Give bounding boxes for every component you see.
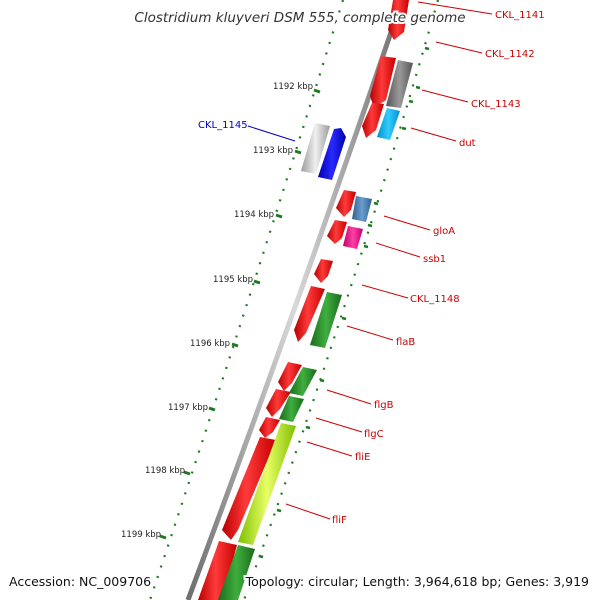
cds-feature-ckl-1142[interactable] — [370, 56, 396, 108]
outer-tick-track — [242, 0, 440, 600]
cds-feature-pink[interactable] — [343, 226, 363, 249]
genome-backbone — [185, 0, 405, 600]
gene-label-flab[interactable]: flaB — [396, 337, 415, 348]
kbp-tick-marks — [159, 88, 321, 540]
gene-label-gloa[interactable]: gloA — [433, 226, 455, 237]
tick-label-1193: 1193 kbp — [253, 146, 293, 156]
cds-feature-green-3[interactable] — [279, 396, 304, 422]
gene-label-flgc[interactable]: flgC — [364, 429, 384, 440]
cds-feature-bottom[interactable] — [198, 541, 237, 600]
cds-feature-ckl-1145[interactable] — [318, 128, 346, 180]
genome-summary-text: Topology: circular; Length: 3,964,618 bp… — [245, 574, 589, 589]
tick-label-1194: 1194 kbp — [234, 210, 274, 220]
cds-feature-ckl-1141[interactable] — [388, 0, 409, 40]
tick-label-1198: 1198 kbp — [145, 466, 185, 476]
cds-feature-green-1[interactable] — [310, 292, 342, 348]
accession-text: Accession: NC_009706 — [9, 574, 151, 589]
inner-tick-track — [148, 0, 345, 600]
cds-feature-dut[interactable] — [362, 103, 384, 138]
gene-label-ckl-1148[interactable]: CKL_1148 — [410, 294, 460, 305]
map-title: Clostridium kluyveri DSM 555, complete g… — [134, 10, 465, 26]
gene-label-flgb[interactable]: flgB — [374, 400, 394, 411]
tick-label-1192: 1192 kbp — [273, 82, 313, 92]
forward-cds-track — [198, 0, 409, 600]
cds-feature-flab[interactable] — [294, 286, 325, 342]
cds-feature-lime[interactable] — [238, 423, 296, 545]
gene-label-ssb1[interactable]: ssb1 — [423, 254, 446, 265]
cds-feature-flif[interactable] — [222, 437, 276, 540]
gene-label-ckl-1141[interactable]: CKL_1141 — [495, 10, 545, 21]
reverse-cds-track — [301, 123, 346, 180]
gene-label-dut[interactable]: dut — [459, 138, 476, 149]
cds-feature-flgb[interactable] — [278, 362, 302, 391]
cds-feature-ssb1[interactable] — [327, 220, 347, 244]
cds-feature-cyan[interactable] — [377, 108, 400, 140]
gene-label-flif[interactable]: fliF — [332, 515, 347, 526]
cds-feature-ckl-1148-a[interactable] — [314, 259, 333, 283]
gene-label-ckl-1145[interactable]: CKL_1145 — [198, 120, 248, 131]
cds-feature-ckl-1143-gray[interactable] — [386, 60, 413, 108]
label-leaders — [247, 1, 493, 520]
gene-label-flie[interactable]: fliE — [355, 452, 370, 463]
tick-label-1197: 1197 kbp — [168, 403, 208, 413]
tick-label-1195: 1195 kbp — [213, 275, 253, 285]
cds-feature-gloa[interactable] — [336, 190, 356, 217]
cds-feature-flie[interactable] — [259, 417, 280, 438]
cds-feature-ckl-1145-gray[interactable] — [301, 123, 330, 174]
gene-label-ckl-1143[interactable]: CKL_1143 — [471, 99, 521, 110]
cds-feature-green-4[interactable] — [218, 545, 255, 600]
tick-label-1196: 1196 kbp — [190, 339, 230, 349]
cog-track — [218, 60, 413, 600]
cds-feature-steel[interactable] — [352, 196, 372, 222]
gene-label-ckl-1142[interactable]: CKL_1142 — [485, 49, 535, 60]
cds-feature-green-2[interactable] — [289, 367, 317, 396]
cds-feature-flgc[interactable] — [266, 389, 291, 417]
skew-marks — [258, 46, 430, 559]
tick-label-1199: 1199 kbp — [121, 530, 161, 540]
